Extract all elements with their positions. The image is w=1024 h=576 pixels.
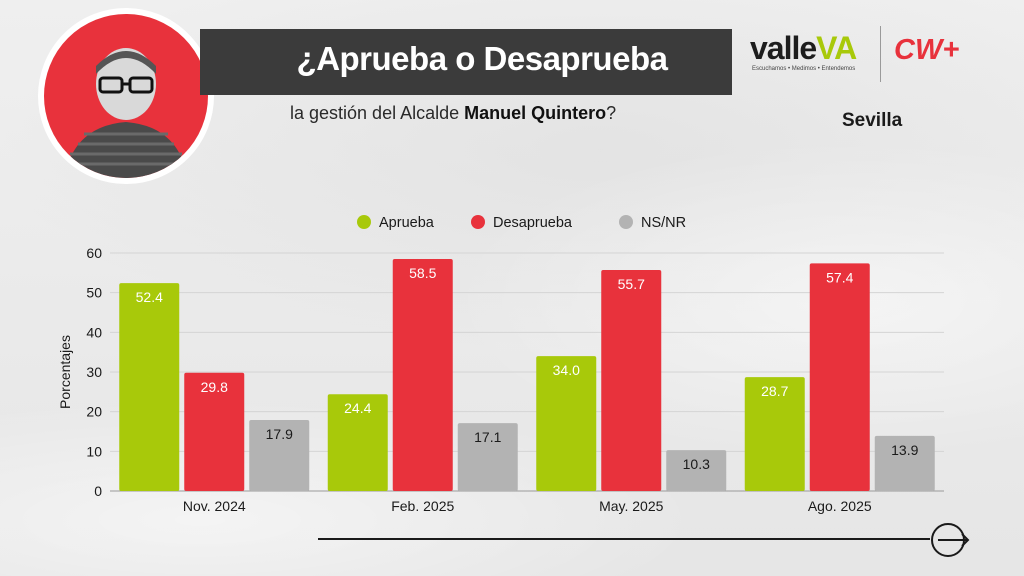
y-tick-label: 0	[94, 483, 102, 499]
x-tick-label: Feb. 2025	[391, 498, 454, 514]
y-tick-label: 10	[86, 443, 102, 459]
x-tick-label: Nov. 2024	[183, 498, 246, 514]
subtitle-prefix: la gestión del Alcalde	[290, 103, 465, 123]
page-title: ¿Aprueba o Desaprueba	[296, 40, 668, 77]
x-tick-label: Ago. 2025	[808, 498, 872, 514]
x-tick-label: May. 2025	[599, 498, 664, 514]
y-axis-label: Porcentajes	[57, 335, 73, 409]
data-label: 10.3	[683, 456, 710, 472]
subtitle-suffix: ?	[606, 103, 617, 123]
bar	[119, 283, 180, 491]
bar	[184, 372, 245, 491]
legend-label: Aprueba	[379, 215, 435, 231]
data-label: 17.1	[474, 429, 501, 445]
logo-tagline: Escuchamos • Medimos • Entendemos	[752, 66, 856, 72]
data-label: 29.8	[201, 379, 228, 395]
y-tick-label: 40	[86, 324, 102, 340]
vallevа-logo: valleVA	[750, 30, 857, 67]
data-label: 52.4	[136, 289, 163, 305]
y-tick-label: 50	[86, 285, 102, 301]
cw-logo: CW+	[894, 34, 960, 66]
bar	[457, 423, 518, 491]
data-label: 34.0	[553, 362, 580, 378]
logo-valle-accent: VA	[816, 30, 857, 66]
subtitle-name: Manuel Quintero	[464, 103, 607, 123]
legend-marker	[619, 215, 633, 229]
y-tick-label: 20	[86, 404, 102, 420]
mayor-portrait	[38, 8, 214, 184]
y-tick-label: 60	[86, 245, 102, 261]
data-label: 28.7	[761, 383, 788, 399]
legend-marker	[471, 215, 485, 229]
logo-valle-main: valle	[750, 30, 817, 66]
logo-divider	[880, 26, 881, 82]
bar	[536, 356, 597, 491]
subtitle: la gestión del Alcalde Manuel Quintero?	[290, 103, 616, 124]
person-portrait-icon	[64, 48, 188, 178]
y-tick-label: 30	[86, 364, 102, 380]
bar	[874, 435, 935, 491]
legend-label: NS/NR	[641, 215, 686, 231]
bar	[809, 263, 870, 491]
data-label: 13.9	[891, 442, 918, 458]
bar	[666, 450, 727, 491]
bottom-divider	[318, 538, 930, 540]
data-label: 17.9	[266, 426, 293, 442]
legend-label: Desaprueba	[493, 215, 573, 231]
bar	[744, 377, 805, 491]
city-label: Sevilla	[842, 110, 903, 131]
bar	[327, 394, 388, 491]
data-label: 57.4	[826, 269, 853, 285]
title-bar	[200, 29, 732, 95]
bar	[392, 258, 453, 491]
data-label: 58.5	[409, 265, 436, 281]
bar	[601, 270, 662, 491]
data-label: 24.4	[344, 400, 371, 416]
data-label: 55.7	[618, 276, 645, 292]
arrow-right-circle-icon[interactable]	[930, 520, 970, 560]
legend-marker	[357, 215, 371, 229]
bar	[249, 419, 310, 491]
